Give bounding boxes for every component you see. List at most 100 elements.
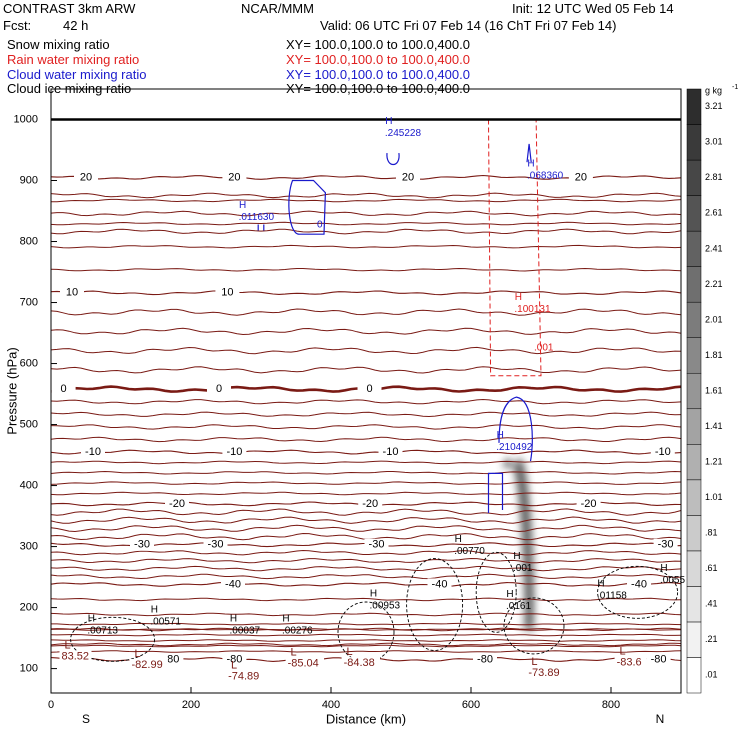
low-marker: L xyxy=(531,656,537,668)
isotherm-label-bg xyxy=(396,171,420,184)
legend-snow-label: Snow mixing ratio xyxy=(7,37,110,52)
isotherm-label-bg xyxy=(646,653,671,666)
isotherm--10 xyxy=(50,449,682,455)
isotherm-line xyxy=(50,573,682,580)
snow-max-label: .00037 xyxy=(230,625,261,636)
isotherm-line xyxy=(50,411,682,418)
isotherm-label: -80 xyxy=(226,653,242,665)
x-tick-label: 400 xyxy=(322,699,340,711)
isotherm-label: -10 xyxy=(655,446,671,458)
rain-max-label: .100131 xyxy=(514,304,551,315)
high-marker: H xyxy=(513,551,520,562)
isotherm-line xyxy=(50,346,682,355)
min-label-bg xyxy=(285,657,324,670)
colorbar-segment xyxy=(686,515,702,552)
isotherm-line xyxy=(50,267,682,272)
isotherm-label: -10 xyxy=(85,446,101,458)
min-value-label: -82.99 xyxy=(132,659,163,671)
y-tick-label: 200 xyxy=(20,601,38,613)
isotherm-label-bg xyxy=(653,538,678,551)
isotherm-line xyxy=(50,508,682,516)
min-label-bg xyxy=(526,666,565,679)
cloud-water-max-label: 0 xyxy=(317,220,323,231)
legend-cloud-water-xy: XY= 100.0,100.0 to 100.0,400.0 xyxy=(286,67,470,82)
isotherm-line xyxy=(51,622,682,626)
min-value-label: -74.89 xyxy=(228,670,259,682)
low-marker: L xyxy=(64,639,70,651)
colorbar-segment xyxy=(686,124,702,161)
snow-max-label: .00713 xyxy=(87,625,118,636)
colorbar: .01 .21 .41 .61 .81 1.01 1.21 1.41 1.61 1.81 2.01 2… xyxy=(686,84,738,694)
contour-labels: -80 -80 -80 -80-40 -40 -40-30 -30 -30 -30-20 -20-… xyxy=(51,116,685,683)
colorbar-unit: g kg xyxy=(705,85,722,95)
isotherm-label-bg xyxy=(650,446,675,459)
y-tick-label: 600 xyxy=(20,357,38,369)
x-tick-label: 600 xyxy=(462,699,480,711)
isotherm-label-bg xyxy=(627,578,651,591)
isotherm-label-bg xyxy=(51,383,76,396)
high-marker: H xyxy=(151,604,158,615)
cloud-ice-contour xyxy=(70,616,156,662)
isotherm-line xyxy=(50,192,682,199)
isotherm-label-bg xyxy=(222,171,247,184)
colorbar-segment xyxy=(686,337,702,374)
isotherm-line xyxy=(50,597,682,602)
isotherm-label-bg xyxy=(473,653,497,666)
min-label-bg xyxy=(226,670,265,683)
cloud-water-contour xyxy=(257,224,265,231)
isotherm-label: -10 xyxy=(226,446,242,458)
isotherm-label: -80 xyxy=(651,653,667,665)
high-marker: H xyxy=(88,613,95,624)
colorbar-segment xyxy=(686,266,702,303)
snow-max-label: .00571 xyxy=(150,616,181,627)
colorbar-segment xyxy=(686,301,702,338)
low-marker: L xyxy=(291,647,297,659)
y-tick-label: 700 xyxy=(20,296,38,308)
isotherm-label-bg xyxy=(378,446,403,459)
isotherm-line xyxy=(50,481,682,485)
colorbar-label: 1.21 xyxy=(705,456,723,466)
legend-cloud-water-label: Cloud water mixing ratio xyxy=(7,67,147,82)
snow-max-label: .00953 xyxy=(370,600,401,611)
isotherm-lines xyxy=(50,174,682,662)
colorbar-label: .21 xyxy=(705,634,718,644)
isotherm-line xyxy=(50,398,682,405)
snow-shading-plume xyxy=(502,458,534,634)
isotherm-line xyxy=(50,424,682,430)
plot-frame xyxy=(50,88,682,694)
isotherm-line xyxy=(50,491,682,496)
min-value-label: -85.04 xyxy=(288,658,319,670)
isotherm-line xyxy=(50,549,682,556)
high-marker: H xyxy=(506,589,513,600)
snow-max-label: .00770 xyxy=(454,546,485,557)
colorbar-label: 2.21 xyxy=(705,279,723,289)
y-axis-title: Pressure (hPa) xyxy=(4,347,19,434)
colorbar-segment xyxy=(686,372,702,410)
colorbar-label: .41 xyxy=(705,599,718,609)
colorbar-unit-exp: -1 xyxy=(732,84,738,91)
isotherm-line xyxy=(50,516,682,524)
colorbar-segment xyxy=(686,159,702,196)
isotherm-label-bg xyxy=(74,171,98,184)
colorbar-label: .61 xyxy=(705,563,718,573)
colorbar-label: 1.61 xyxy=(705,385,723,395)
isotherm-label: 0 xyxy=(61,383,67,395)
isotherm-label-bg xyxy=(427,578,452,591)
isotherm-label-bg xyxy=(222,446,247,459)
snow-max-label: .01158 xyxy=(597,591,627,602)
colorbar-segment xyxy=(686,550,702,587)
isotherm-line xyxy=(50,642,682,647)
colorbar-label: 1.01 xyxy=(705,492,723,502)
cloud-water-max-label: .245228 xyxy=(385,128,422,139)
colorbar-segment xyxy=(686,479,702,516)
isotherm-label-bg xyxy=(81,446,105,459)
min-value-label: -73.89 xyxy=(528,667,559,679)
isotherm-label: 0 xyxy=(216,383,222,395)
isotherm-line xyxy=(50,633,682,637)
high-marker: H xyxy=(527,158,534,169)
isotherm-line xyxy=(50,228,682,235)
colorbar-label: 2.41 xyxy=(705,243,723,253)
legend-rain-xy: XY= 100.0,100.0 to 100.0,400.0 xyxy=(286,52,470,67)
min-label-bg xyxy=(59,650,92,663)
